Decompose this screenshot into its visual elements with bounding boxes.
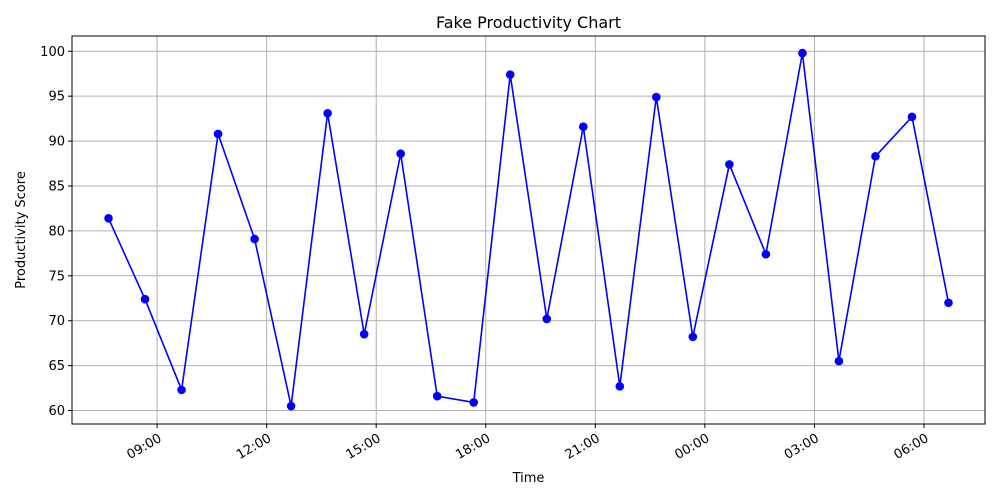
data-point bbox=[798, 48, 807, 58]
chart-title: Fake Productivity Chart bbox=[436, 13, 621, 32]
series-layer bbox=[104, 48, 953, 411]
data-point bbox=[213, 129, 223, 139]
data-point bbox=[432, 391, 442, 401]
data-point bbox=[652, 92, 661, 102]
y-tick-label: 75 bbox=[48, 269, 65, 284]
data-point bbox=[140, 294, 150, 304]
data-point bbox=[286, 401, 296, 411]
y-tick-label: 65 bbox=[48, 359, 65, 374]
x-axis-title: Time bbox=[512, 471, 545, 486]
data-point bbox=[396, 149, 405, 158]
y-tick-label: 100 bbox=[40, 45, 65, 60]
data-point bbox=[578, 122, 588, 132]
data-point bbox=[944, 298, 953, 308]
y-axis-title: Productivity Score bbox=[14, 171, 29, 289]
grid-layer bbox=[72, 36, 985, 424]
data-point bbox=[177, 385, 186, 395]
data-point bbox=[761, 249, 771, 259]
y-tick-label: 95 bbox=[48, 90, 65, 105]
data-point bbox=[323, 108, 332, 118]
y-tick-label: 80 bbox=[48, 224, 65, 239]
y-tick-label: 90 bbox=[48, 135, 65, 150]
data-point bbox=[907, 112, 917, 122]
data-point bbox=[834, 356, 844, 366]
data-point bbox=[469, 398, 479, 407]
y-tick-label: 60 bbox=[48, 404, 65, 419]
data-point bbox=[505, 70, 515, 79]
series-line bbox=[107, 52, 950, 407]
data-point bbox=[615, 381, 625, 391]
data-point bbox=[688, 332, 698, 342]
plot-frame bbox=[71, 35, 986, 425]
y-tick-label: 85 bbox=[48, 179, 65, 194]
y-tick-label: 70 bbox=[48, 314, 65, 329]
data-point bbox=[250, 234, 259, 244]
data-point bbox=[871, 152, 880, 161]
data-point bbox=[104, 214, 113, 223]
data-point bbox=[542, 314, 552, 324]
data-point bbox=[359, 329, 369, 339]
data-point bbox=[725, 160, 734, 169]
